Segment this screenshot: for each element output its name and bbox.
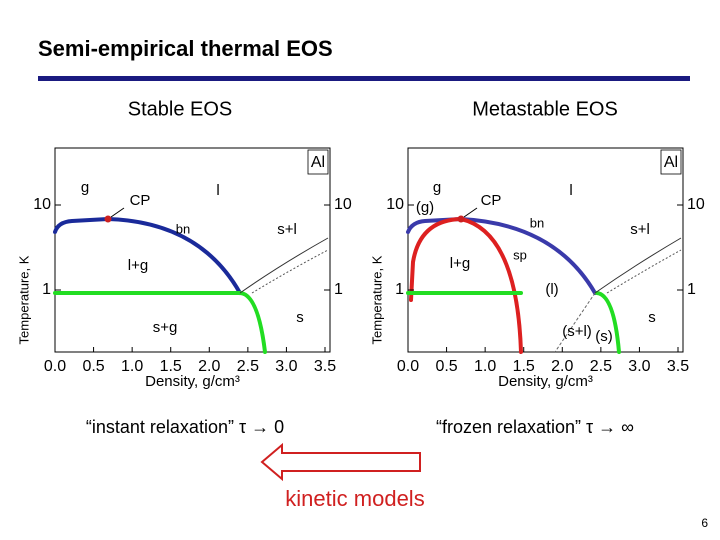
arrow <box>260 442 421 482</box>
panel-heading: Metastable EOS <box>472 98 618 120</box>
melting-line <box>239 237 329 294</box>
y-tick-label: 10 <box>33 196 51 213</box>
region-label: bn <box>176 221 190 236</box>
x-tick-label: 2.5 <box>590 358 612 375</box>
panel-heading: Stable EOS <box>128 98 233 120</box>
y-tick-label: 1 <box>42 281 51 298</box>
corner-label: Al <box>664 154 678 171</box>
region-label: CP <box>130 192 151 209</box>
x-tick-label: 0.0 <box>44 358 66 375</box>
region-label: l+g <box>450 255 470 272</box>
region-label: g <box>81 179 89 196</box>
caption: “frozen relaxation” τ → ∞ <box>436 417 634 437</box>
x-tick-label: 3.5 <box>314 358 336 375</box>
phase-boundary <box>459 217 523 354</box>
region-label: s+l <box>277 221 297 238</box>
x-tick-label: 0.0 <box>397 358 419 375</box>
corner-box <box>660 149 682 175</box>
x-tick-label: 0.5 <box>82 358 104 375</box>
x-tick-label: 3.0 <box>628 358 650 375</box>
title-rule <box>38 76 690 81</box>
phase-boundary <box>238 291 267 354</box>
melting-line <box>594 237 682 294</box>
plot-frame <box>407 147 684 353</box>
phase-boundary <box>595 291 621 354</box>
arrow-label: kinetic models <box>285 486 424 511</box>
x-tick-label: 3.0 <box>275 358 297 375</box>
y-tick-label: 10 <box>334 196 352 213</box>
metastable-line <box>554 292 596 353</box>
plot-frame <box>54 147 331 353</box>
region-label: (g) <box>416 199 434 216</box>
region-label: s+g <box>153 319 178 336</box>
region-label: s+l <box>630 221 650 238</box>
corner-box <box>307 149 329 175</box>
y-tick-label: 10 <box>386 196 404 213</box>
x-tick-label: 1.0 <box>121 358 143 375</box>
region-label: s <box>296 309 304 326</box>
y-tick-label: 10 <box>687 196 705 213</box>
region-label: l <box>216 182 219 199</box>
phase-boundary <box>406 216 597 295</box>
y-tick-label: 1 <box>334 281 343 298</box>
pointer <box>463 207 478 218</box>
region-label: (l) <box>545 281 558 298</box>
page-number: 6 <box>701 516 708 530</box>
x-tick-label: 2.0 <box>198 358 220 375</box>
region-label: sp <box>513 247 527 262</box>
phase-boundary <box>53 216 242 295</box>
region-label: g <box>433 179 441 196</box>
x-tick-label: 1.5 <box>513 358 535 375</box>
y-tick-label: 1 <box>395 281 404 298</box>
x-tick-label: 0.5 <box>435 358 457 375</box>
slide-title: Semi-empirical thermal EOS <box>38 36 333 61</box>
region-label: CP <box>481 192 502 209</box>
critical-point <box>457 215 465 223</box>
x-tick-label: 3.5 <box>667 358 689 375</box>
corner-label: Al <box>311 154 325 171</box>
caption: “instant relaxation” τ → 0 <box>86 417 284 437</box>
x-tick-label: 2.5 <box>237 358 259 375</box>
x-axis-label: Density, g/cm³ <box>145 373 240 390</box>
x-tick-label: 2.0 <box>551 358 573 375</box>
pointer <box>110 207 125 218</box>
x-axis-label: Density, g/cm³ <box>498 373 593 390</box>
region-label: s <box>648 309 656 326</box>
y-axis-label: Temperature, K <box>369 255 384 344</box>
region-label: (s+l) <box>562 323 592 340</box>
melting-line <box>251 249 329 294</box>
region-label: (s) <box>595 328 613 345</box>
region-label: bn <box>530 215 544 230</box>
melting-line <box>606 249 682 294</box>
x-tick-label: 1.5 <box>160 358 182 375</box>
y-tick-label: 1 <box>687 281 696 298</box>
region-label: l+g <box>128 257 148 274</box>
phase-boundary <box>409 217 463 302</box>
critical-point <box>104 215 112 223</box>
x-tick-label: 1.0 <box>474 358 496 375</box>
region-label: l <box>569 182 572 199</box>
y-axis-label: Temperature, K <box>16 255 31 344</box>
